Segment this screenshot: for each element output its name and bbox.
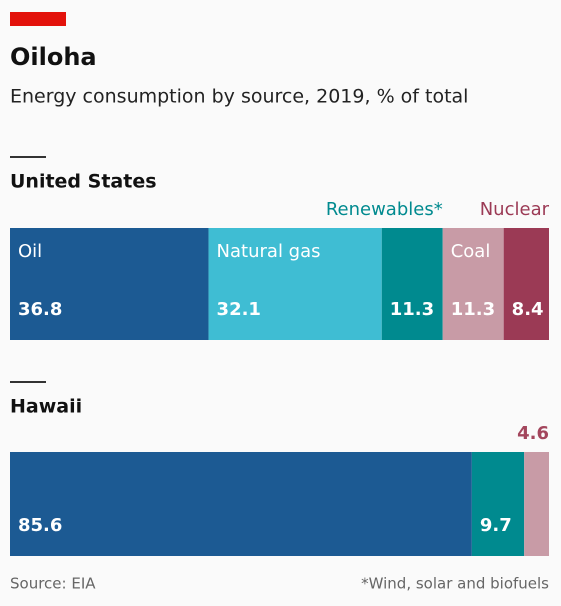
bar-segment — [524, 452, 549, 556]
value-label: 85.6 — [18, 515, 62, 536]
value-label: 11.3 — [390, 299, 434, 320]
panel-title: Hawaii — [10, 396, 82, 418]
panel-title: United States — [10, 171, 157, 193]
bar-segment — [442, 228, 504, 340]
bar-segment — [10, 452, 472, 556]
value-label: 36.8 — [18, 299, 62, 320]
bar-segment — [503, 228, 549, 340]
value-label: 4.6 — [517, 423, 549, 444]
value-label: 11.3 — [451, 299, 495, 320]
footnote: *Wind, solar and biofuels — [361, 575, 549, 593]
segment-label: Oil — [18, 241, 42, 262]
value-label: 32.1 — [217, 299, 261, 320]
bar-segment — [10, 228, 209, 340]
bar-segment — [381, 228, 443, 340]
value-label: 8.4 — [512, 299, 544, 320]
segment-label: Nuclear — [480, 199, 550, 220]
segment-label: Natural gas — [217, 241, 321, 262]
red-tag — [10, 12, 66, 26]
title: Oiloha — [10, 43, 97, 71]
segment-label: Coal — [451, 241, 491, 262]
segment-label: Renewables* — [326, 199, 443, 220]
value-label: 9.7 — [480, 515, 512, 536]
bar-segment — [471, 452, 525, 556]
source: Source: EIA — [10, 575, 96, 593]
subtitle: Energy consumption by source, 2019, % of… — [10, 86, 468, 108]
bar-segment — [208, 228, 382, 340]
